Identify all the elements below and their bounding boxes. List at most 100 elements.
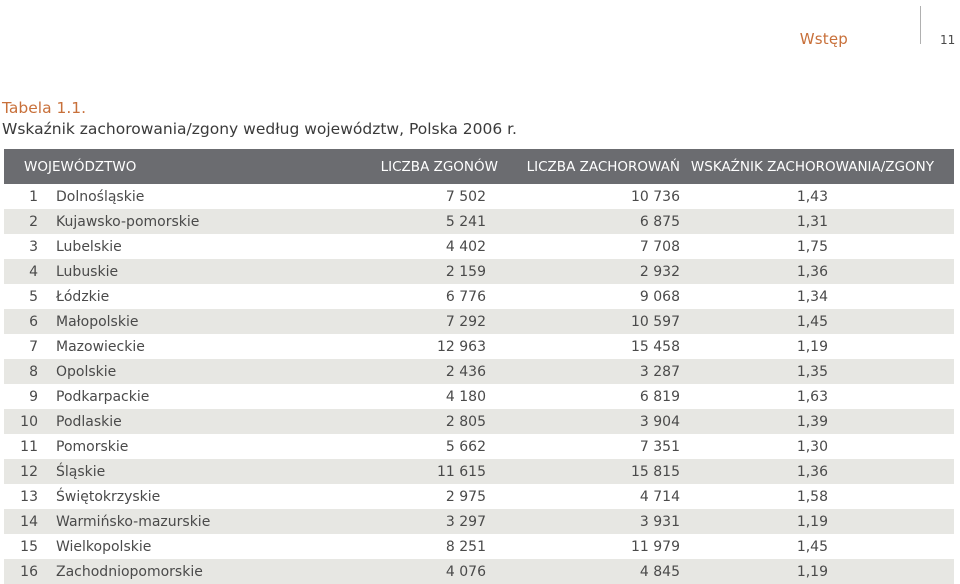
cases-count: 10 597	[631, 313, 680, 330]
table-row: 2 Kujawsko-pomorskie 5 241 6 875 1,31	[4, 209, 954, 234]
cases-count: 2 932	[639, 263, 680, 280]
table-row: 4 Lubuskie 2 159 2 932 1,36	[4, 259, 954, 284]
table-row: 6 Małopolskie 7 292 10 597 1,45	[4, 309, 954, 334]
deaths-count: 4 076	[445, 563, 486, 580]
row-number: 12	[20, 463, 38, 480]
table-row: 12 Śląskie 11 615 15 815 1,36	[4, 459, 954, 484]
deaths-count: 2 159	[445, 263, 486, 280]
cases-count: 3 904	[639, 413, 680, 430]
table-header-row: WOJEWÓDZTWO LICZBA ZGONÓW LICZBA ZACHORO…	[4, 149, 954, 184]
deaths-count: 2 975	[445, 488, 486, 505]
table-label: Tabela 1.1.	[2, 99, 87, 117]
row-number: 15	[20, 538, 38, 555]
table-row: 11 Pomorskie 5 662 7 351 1,30	[4, 434, 954, 459]
incidence-mortality-ratio: 1,19	[796, 338, 828, 355]
cases-count: 10 736	[631, 188, 680, 205]
voivodeship-name: Pomorskie	[56, 438, 129, 455]
table-row: 14 Warmińsko-mazurskie 3 297 3 931 1,19	[4, 509, 954, 534]
incidence-mortality-ratio: 1,19	[796, 513, 828, 530]
cases-count: 9 068	[639, 288, 680, 305]
table-row: 15 Wielkopolskie 8 251 11 979 1,45	[4, 534, 954, 559]
incidence-mortality-ratio: 1,45	[796, 538, 828, 555]
voivodeship-name: Dolnośląskie	[56, 188, 145, 205]
cases-count: 15 458	[631, 338, 680, 355]
incidence-mortality-ratio: 1,30	[796, 438, 828, 455]
running-header-section: Wstęp	[799, 30, 848, 48]
row-number: 2	[29, 213, 38, 230]
deaths-count: 6 776	[445, 288, 486, 305]
incidence-mortality-ratio: 1,31	[796, 213, 828, 230]
cases-count: 6 819	[639, 388, 680, 405]
incidence-mortality-ratio: 1,19	[796, 563, 828, 580]
voivodeship-name: Łódzkie	[56, 288, 110, 305]
row-number: 11	[20, 438, 38, 455]
deaths-count: 11 615	[437, 463, 486, 480]
cases-count: 4 714	[639, 488, 680, 505]
deaths-count: 7 292	[445, 313, 486, 330]
incidence-mortality-ratio: 1,75	[796, 238, 828, 255]
row-number: 9	[29, 388, 38, 405]
voivodeship-name: Kujawsko-pomorskie	[56, 213, 200, 230]
incidence-mortality-ratio: 1,63	[796, 388, 828, 405]
column-header-deaths: LICZBA ZGONÓW	[380, 158, 498, 175]
voivodeship-name: Małopolskie	[56, 313, 139, 330]
row-number: 14	[20, 513, 38, 530]
table-row: 16 Zachodniopomorskie 4 076 4 845 1,19	[4, 559, 954, 584]
incidence-mortality-ratio: 1,58	[796, 488, 828, 505]
row-number: 7	[29, 338, 38, 355]
cases-count: 4 845	[639, 563, 680, 580]
incidence-mortality-ratio: 1,39	[796, 413, 828, 430]
table-body: 1 Dolnośląskie 7 502 10 736 1,43 2 Kujawsko-po…	[4, 184, 954, 584]
column-header-cases: LICZBA ZACHOROWAŃ	[526, 158, 680, 175]
voivodeship-name: Lubelskie	[56, 238, 122, 255]
table-row: 9 Podkarpackie 4 180 6 819 1,63	[4, 384, 954, 409]
cases-count: 6 875	[639, 213, 680, 230]
voivodeship-name: Podlaskie	[56, 413, 122, 430]
voivodeship-name: Lubuskie	[56, 263, 119, 280]
deaths-count: 5 662	[445, 438, 486, 455]
incidence-mortality-ratio: 1,45	[796, 313, 828, 330]
table-row: 10 Podlaskie 2 805 3 904 1,39	[4, 409, 954, 434]
header-divider	[920, 6, 921, 44]
deaths-count: 2 805	[445, 413, 486, 430]
row-number: 6	[29, 313, 38, 330]
cases-count: 15 815	[631, 463, 680, 480]
row-number: 5	[29, 288, 38, 305]
voivodeship-name: Warmińsko-mazurskie	[56, 513, 211, 530]
row-number: 8	[29, 363, 38, 380]
table-row: 5 Łódzkie 6 776 9 068 1,34	[4, 284, 954, 309]
incidence-mortality-ratio: 1,36	[796, 263, 828, 280]
incidence-mortality-table: WOJEWÓDZTWO LICZBA ZGONÓW LICZBA ZACHORO…	[4, 149, 954, 584]
cases-count: 11 979	[631, 538, 680, 555]
row-number: 1	[29, 188, 38, 205]
row-number: 4	[29, 263, 38, 280]
incidence-mortality-ratio: 1,34	[796, 288, 828, 305]
table-row: 1 Dolnośląskie 7 502 10 736 1,43	[4, 184, 954, 209]
deaths-count: 5 241	[445, 213, 486, 230]
column-header-voivodeship: WOJEWÓDZTWO	[24, 158, 137, 175]
table-caption: Tabela 1.1. Wskaźnik zachorowania/zgony …	[2, 98, 517, 140]
cases-count: 7 351	[639, 438, 680, 455]
row-number: 13	[20, 488, 38, 505]
deaths-count: 8 251	[445, 538, 486, 555]
deaths-count: 4 402	[445, 238, 486, 255]
deaths-count: 2 436	[445, 363, 486, 380]
table-title: Wskaźnik zachorowania/zgony według wojew…	[2, 120, 517, 138]
voivodeship-name: Śląskie	[56, 463, 106, 480]
cases-count: 7 708	[639, 238, 680, 255]
deaths-count: 4 180	[445, 388, 486, 405]
cases-count: 3 931	[639, 513, 680, 530]
row-number: 16	[20, 563, 38, 580]
page-number: 11	[940, 33, 956, 47]
voivodeship-name: Zachodniopomorskie	[56, 563, 203, 580]
cases-count: 3 287	[639, 363, 680, 380]
table-row: 7 Mazowieckie 12 963 15 458 1,19	[4, 334, 954, 359]
deaths-count: 3 297	[445, 513, 486, 530]
table-row: 13 Świętokrzyskie 2 975 4 714 1,58	[4, 484, 954, 509]
table-row: 8 Opolskie 2 436 3 287 1,35	[4, 359, 954, 384]
voivodeship-name: Świętokrzyskie	[56, 488, 161, 505]
incidence-mortality-ratio: 1,36	[796, 463, 828, 480]
deaths-count: 7 502	[445, 188, 486, 205]
row-number: 3	[29, 238, 38, 255]
voivodeship-name: Podkarpackie	[56, 388, 150, 405]
